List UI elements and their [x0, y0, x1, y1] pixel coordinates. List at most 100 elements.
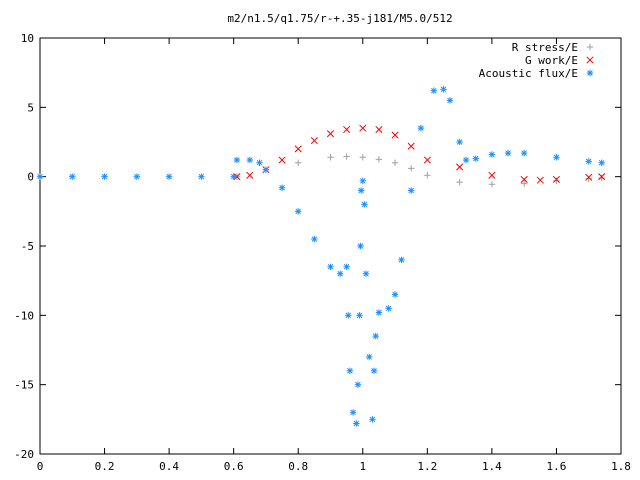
marker-stroke [295, 208, 301, 215]
data-point [310, 137, 318, 145]
data-point [198, 173, 205, 180]
marker-stroke [375, 125, 383, 134]
marker-stroke [372, 333, 379, 339]
marker-stroke [363, 270, 369, 277]
marker-stroke [520, 175, 528, 183]
data-point [440, 86, 447, 93]
data-point [230, 173, 237, 180]
marker-stroke [355, 381, 361, 388]
data-point [488, 181, 496, 188]
series-1 [233, 124, 606, 184]
marker-stroke [553, 154, 560, 161]
marker-stroke [326, 130, 335, 138]
marker-stroke [294, 145, 302, 153]
data-point [295, 159, 302, 166]
data-point [553, 154, 560, 161]
marker-stroke [166, 173, 172, 180]
data-point [353, 420, 360, 427]
data-point [598, 173, 606, 181]
data-point [372, 332, 379, 340]
x-tick-label: 0.6 [224, 460, 244, 473]
data-point [246, 156, 254, 164]
chart-title: m2/n1.5/q1.75/r-+.35-j181/M5.0/512 [227, 12, 452, 25]
data-point [362, 270, 370, 277]
marker-stroke [536, 176, 544, 184]
data-point [133, 173, 141, 180]
data-point [327, 263, 334, 270]
data-point [417, 124, 425, 132]
data-point [385, 305, 392, 312]
data-point [343, 125, 351, 134]
data-point [488, 171, 496, 179]
data-point [345, 312, 352, 319]
marker-stroke [256, 160, 263, 166]
marker-stroke [521, 150, 527, 156]
marker-stroke [37, 173, 43, 180]
data-point [472, 155, 479, 162]
legend-marker [586, 56, 594, 64]
x-tick-label: 0 [37, 460, 44, 473]
data-point [343, 263, 350, 270]
marker-stroke [343, 264, 350, 270]
marker-stroke [408, 187, 414, 194]
marker-stroke [311, 236, 318, 242]
marker-stroke [598, 160, 605, 166]
data-point [391, 131, 399, 139]
marker-stroke [440, 86, 447, 93]
data-point [361, 201, 368, 208]
x-tick-label: 1 [359, 460, 366, 473]
data-point [354, 381, 362, 388]
data-point [349, 409, 357, 416]
marker-stroke [247, 157, 253, 163]
data-point [446, 97, 454, 104]
legend-label: R stress/E [512, 41, 578, 54]
data-point [375, 125, 383, 134]
marker-stroke [598, 173, 606, 181]
data-point [430, 87, 437, 94]
marker-stroke [505, 150, 511, 156]
marker-stroke [310, 137, 318, 145]
marker-stroke [585, 173, 593, 181]
marker-stroke [488, 171, 496, 179]
data-point [370, 367, 378, 374]
marker-stroke [489, 151, 495, 158]
data-point [294, 145, 302, 153]
x-tick-label: 0.2 [95, 460, 115, 473]
data-point [585, 175, 592, 182]
plot-frame [39, 37, 622, 455]
data-point [598, 159, 605, 166]
data-point [233, 156, 241, 164]
marker-stroke [279, 185, 285, 191]
data-point [346, 367, 354, 374]
marker-stroke [356, 312, 363, 319]
data-point [585, 158, 592, 165]
data-point [327, 154, 334, 161]
data-point [462, 156, 470, 164]
marker-stroke [234, 157, 240, 163]
marker-stroke [359, 124, 367, 132]
data-point [407, 187, 415, 194]
data-point [391, 291, 399, 298]
marker-stroke [463, 157, 469, 163]
data-point [488, 151, 496, 158]
marker-stroke [350, 409, 356, 416]
x-tick-label: 1.8 [611, 460, 631, 473]
data-point [369, 416, 376, 423]
marker-stroke [347, 368, 353, 374]
data-point [233, 173, 241, 181]
marker-stroke [472, 155, 479, 162]
marker-stroke [586, 56, 594, 64]
y-tick-label: 10 [21, 32, 34, 45]
marker-stroke [345, 312, 352, 319]
marker-stroke [392, 291, 398, 298]
data-point [311, 235, 318, 243]
data-point [246, 171, 254, 179]
y-tick-label: -5 [21, 240, 34, 253]
data-point [256, 159, 263, 166]
data-point [295, 208, 302, 215]
marker-stroke [101, 173, 108, 180]
legend-marker [586, 43, 594, 51]
marker-stroke [361, 201, 368, 208]
marker-stroke [69, 173, 76, 180]
legend-marker [586, 69, 594, 77]
